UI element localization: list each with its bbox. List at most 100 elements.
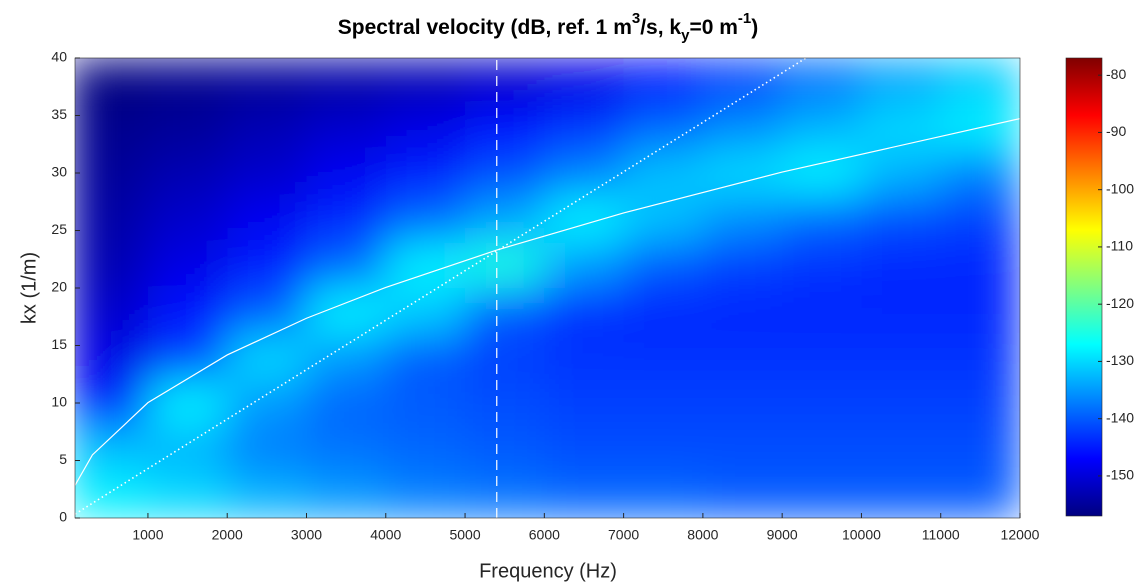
heat-cell: [623, 196, 704, 243]
heat-cell: [782, 472, 862, 518]
colorbar-tick-label: -140: [1106, 409, 1134, 425]
x-tick-label: 8000: [687, 527, 718, 543]
heatmap: [75, 58, 1020, 518]
heat-cell: [544, 58, 625, 105]
heat-cell: [940, 58, 1020, 105]
heat-cell: [147, 150, 228, 197]
heat-cell: [623, 58, 704, 105]
heat-cell: [306, 150, 387, 197]
heat-cell: [782, 380, 862, 427]
heat-cell: [227, 58, 307, 105]
heat-cell: [702, 242, 783, 289]
chart-title: Spectral velocity (dB, ref. 1 m3/s, ky=0…: [338, 10, 758, 44]
axes: 1000 2000 3000 4000 5000 6000 7000 8000 9000 1000…: [51, 49, 1134, 543]
heat-cell: [861, 196, 942, 243]
heat-cell: [702, 334, 783, 381]
heat-cell: [385, 426, 466, 473]
heat-cell: [544, 380, 625, 427]
colorbar-tick-label: -150: [1106, 467, 1134, 483]
heat-cell: [623, 472, 704, 518]
heat-cell: [940, 150, 1020, 197]
title-part: ): [751, 16, 758, 39]
x-tick-label: 6000: [529, 527, 560, 543]
heat-cell: [465, 426, 545, 473]
heat-cell: [75, 472, 149, 518]
heat-cell: [385, 288, 466, 335]
heat-cell: [702, 288, 783, 335]
heat-cell: [75, 334, 149, 381]
x-tick-label: 10000: [842, 527, 881, 543]
heat-cell: [623, 288, 704, 335]
title-part: =0 m: [689, 16, 737, 39]
heat-cell: [544, 426, 625, 473]
y-tick-label: 35: [51, 106, 67, 122]
heat-cell: [227, 288, 307, 335]
heat-cell: [306, 380, 387, 427]
heat-cell: [861, 426, 942, 473]
heat-cell: [465, 472, 545, 518]
heat-cell: [782, 242, 862, 289]
heat-cell: [227, 380, 307, 427]
heat-cell: [75, 426, 149, 473]
heat-cell: [940, 334, 1020, 381]
x-tick-label: 1000: [132, 527, 163, 543]
heat-cell: [861, 472, 942, 518]
heat-cell: [623, 242, 704, 289]
heat-cell: [306, 472, 387, 518]
heat-cell: [623, 150, 704, 197]
heat-cell: [702, 380, 783, 427]
heat-cell: [782, 104, 862, 151]
heat-cell: [306, 334, 387, 381]
y-tick-label: 30: [51, 164, 67, 180]
heat-cell: [782, 334, 862, 381]
heat-cell: [75, 380, 149, 427]
curve: [75, 118, 1020, 486]
heat-cell: [861, 380, 942, 427]
heat-cell: [465, 58, 545, 105]
heat-cell: [544, 150, 625, 197]
heat-cell: [306, 196, 387, 243]
heat-cell: [623, 380, 704, 427]
heat-cell: [147, 196, 228, 243]
heat-cell: [227, 196, 307, 243]
heat-cell: [702, 196, 783, 243]
title-part: 3: [632, 10, 640, 27]
title-part: Spectral velocity (dB, ref. 1 m: [338, 16, 632, 39]
heat-cell: [465, 288, 545, 335]
heat-cell: [385, 334, 466, 381]
heat-cell: [385, 472, 466, 518]
heat-cell: [75, 288, 149, 335]
heat-cell: [147, 380, 228, 427]
heat-cell: [147, 242, 228, 289]
heat-cell: [861, 58, 942, 105]
heat-cell: [75, 196, 149, 243]
y-tick-label: 0: [59, 509, 67, 525]
heat-cell: [861, 242, 942, 289]
heat-cell: [227, 104, 307, 151]
heat-cell: [623, 334, 704, 381]
heat-cell: [861, 150, 942, 197]
heat-cell: [623, 426, 704, 473]
heat-cell: [227, 334, 307, 381]
x-tick-label: 12000: [1001, 527, 1040, 543]
heat-cell: [147, 58, 228, 105]
heat-cell: [465, 380, 545, 427]
heat-cell: [465, 150, 545, 197]
x-tick-label: 5000: [449, 527, 480, 543]
heat-cell: [544, 472, 625, 518]
y-axis-label: kx (1/m): [18, 252, 40, 324]
heat-cell: [385, 380, 466, 427]
curves: [75, 58, 1020, 518]
heat-cell: [385, 104, 466, 151]
y-tick-label: 40: [51, 49, 67, 65]
heat-cell: [940, 426, 1020, 473]
colorbar-tick-label: -110: [1106, 238, 1133, 254]
heat-cell: [306, 288, 387, 335]
heat-cell: [940, 288, 1020, 335]
heat-cell: [544, 242, 625, 289]
heat-cell: [75, 58, 149, 105]
colorbar-tick-label: -120: [1106, 295, 1134, 311]
heat-cell: [861, 104, 942, 151]
title-part: -1: [738, 10, 751, 27]
y-tick-label: 25: [51, 221, 67, 237]
